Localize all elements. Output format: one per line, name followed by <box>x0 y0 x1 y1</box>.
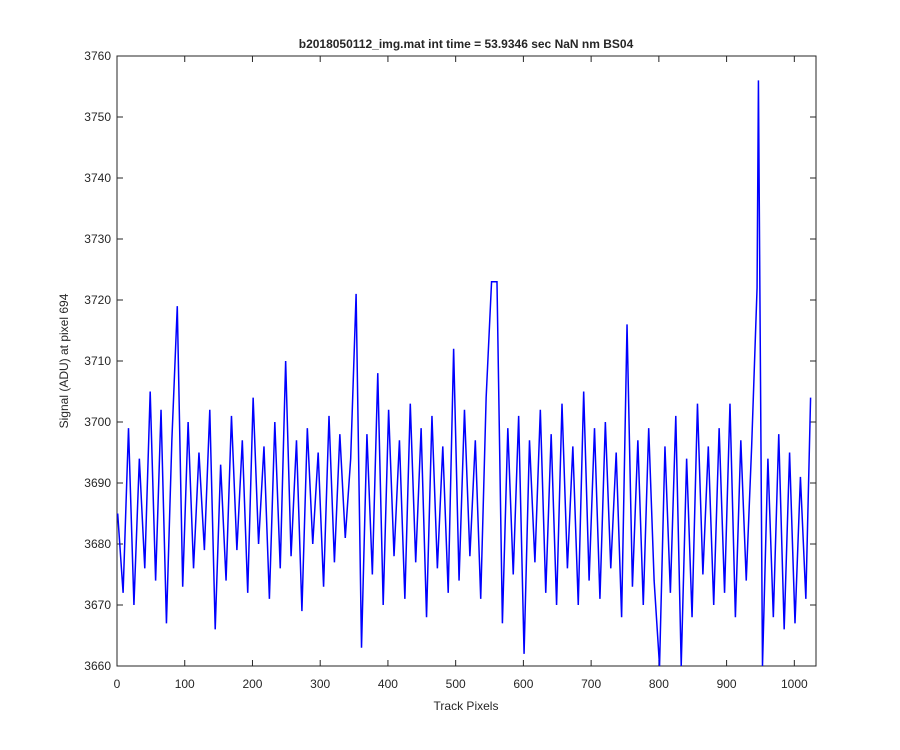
x-tick-label: 800 <box>649 677 669 691</box>
x-axis-label: Track Pixels <box>434 699 499 713</box>
x-tick-label: 500 <box>446 677 466 691</box>
x-tick-label: 100 <box>175 677 195 691</box>
y-tick-label: 3730 <box>84 232 111 246</box>
x-tick-label: 300 <box>310 677 330 691</box>
y-tick-label: 3760 <box>84 49 111 63</box>
plot-box <box>116 55 817 667</box>
y-tick-label: 3670 <box>84 598 111 612</box>
chart-title: b2018050112_img.mat int time = 53.9346 s… <box>299 37 634 51</box>
x-tick-label: 600 <box>513 677 533 691</box>
y-tick-label: 3710 <box>84 354 111 368</box>
y-tick-label: 3690 <box>84 476 111 490</box>
y-tick-label: 3660 <box>84 659 111 673</box>
x-tick-label: 900 <box>717 677 737 691</box>
y-tick-label: 3680 <box>84 537 111 551</box>
y-axis-label: Signal (ADU) at pixel 694 <box>57 293 71 428</box>
y-tick-label: 3750 <box>84 110 111 124</box>
x-tick-label: 1000 <box>781 677 808 691</box>
y-tick-label: 3740 <box>84 171 111 185</box>
x-tick-label: 400 <box>378 677 398 691</box>
x-tick-label: 200 <box>242 677 262 691</box>
data-line <box>116 80 812 667</box>
y-tick-label: 3700 <box>84 415 111 429</box>
x-tick-label: 0 <box>114 677 121 691</box>
x-tick-label: 700 <box>581 677 601 691</box>
y-tick-label: 3720 <box>84 293 111 307</box>
